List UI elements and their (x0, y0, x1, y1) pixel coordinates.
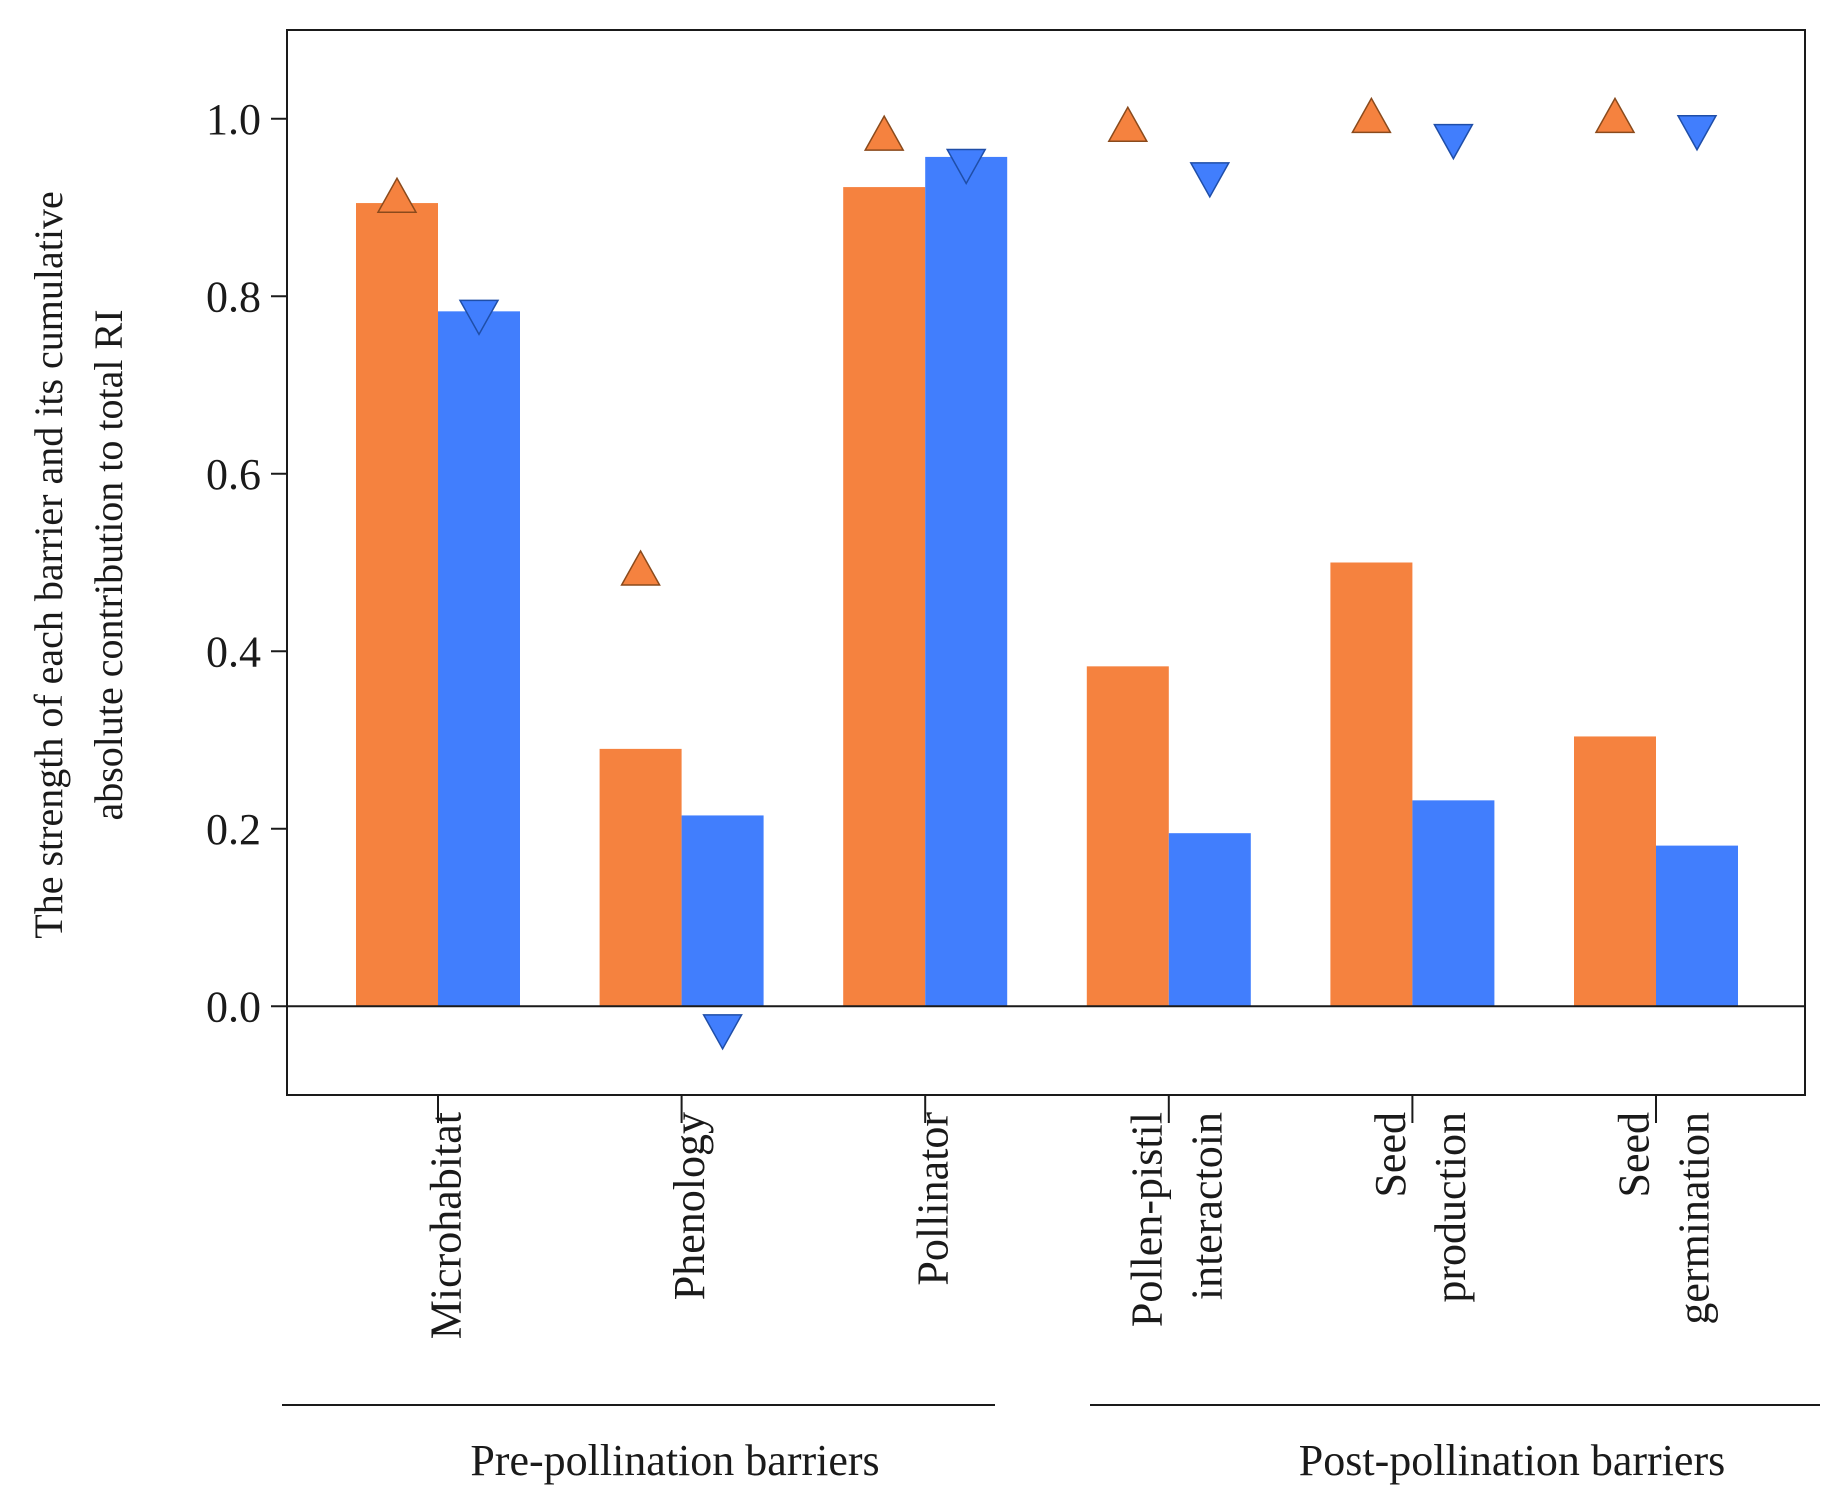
y-tick-label: 1.0 (206, 95, 261, 144)
plot-frame (286, 29, 1806, 1096)
x-category-label: production (1426, 1112, 1475, 1303)
marker-triangle-up-orange (863, 114, 905, 151)
x-category-label: Pollinator (909, 1112, 958, 1286)
x-category-label: Microhabitat (422, 1112, 471, 1339)
bar-orange (843, 187, 926, 1007)
bar-blue (1656, 845, 1738, 1007)
marker-triangle-up-orange (1107, 105, 1149, 142)
y-axis-title: The strength of each barrier and its cum… (26, 191, 131, 938)
marker-triangle-down-blue (1189, 162, 1231, 199)
bar-orange (1330, 562, 1413, 1007)
marker-triangle-down-blue (1676, 115, 1718, 152)
x-category-label: Seed (1366, 1112, 1415, 1198)
y-tick-label: 0.2 (206, 805, 261, 854)
y-tick-label: 0.6 (206, 450, 261, 499)
y-tick-label: 0.8 (206, 272, 261, 321)
x-category-label: Seed (1610, 1112, 1659, 1198)
y-axis-title-line: absolute contribution to total RI (86, 309, 131, 820)
marker-triangle-down-blue (1433, 123, 1474, 161)
bars (356, 156, 1738, 1007)
x-category-label: interactoin (1182, 1112, 1231, 1300)
x-axis: Microhabitat Phenology Pollinator Pollen-pi… (422, 1095, 1719, 1339)
group-label: Pre-pollination barriers (470, 1436, 879, 1485)
bar-blue (925, 156, 1008, 1007)
x-category-label: Phenology (665, 1112, 714, 1300)
y-axis: 0.0 0.2 0.4 0.6 0.8 1.0 (206, 95, 287, 1031)
bar-blue (1168, 833, 1251, 1007)
y-tick-label: 0.4 (206, 627, 261, 676)
y-axis-title-line: The strength of each barrier and its cum… (26, 191, 71, 938)
x-category-label: Pollen-pistil (1122, 1112, 1171, 1327)
markers (376, 96, 1718, 1051)
bar-blue (681, 815, 764, 1007)
bar-orange (1086, 666, 1169, 1007)
marker-triangle-up-orange (1594, 96, 1636, 134)
group-label: Post-pollination barriers (1299, 1436, 1726, 1485)
bar-blue (1412, 800, 1495, 1007)
bar-orange (599, 748, 682, 1007)
bar-blue (438, 311, 520, 1007)
bar-orange (1574, 736, 1656, 1007)
marker-triangle-up-orange (620, 549, 661, 586)
x-category-label: germination (1670, 1112, 1719, 1325)
bar-orange (356, 203, 438, 1007)
marker-triangle-up-orange (1351, 96, 1392, 134)
marker-triangle-up-orange (376, 176, 418, 213)
marker-triangle-down-blue (945, 148, 987, 186)
marker-triangle-down-blue (458, 299, 500, 336)
y-tick-label: 0.0 (206, 982, 261, 1031)
barrier-groups: Pre-pollination barriers Post-pollination… (282, 1404, 1820, 1485)
marker-triangle-down-blue (702, 1014, 743, 1051)
